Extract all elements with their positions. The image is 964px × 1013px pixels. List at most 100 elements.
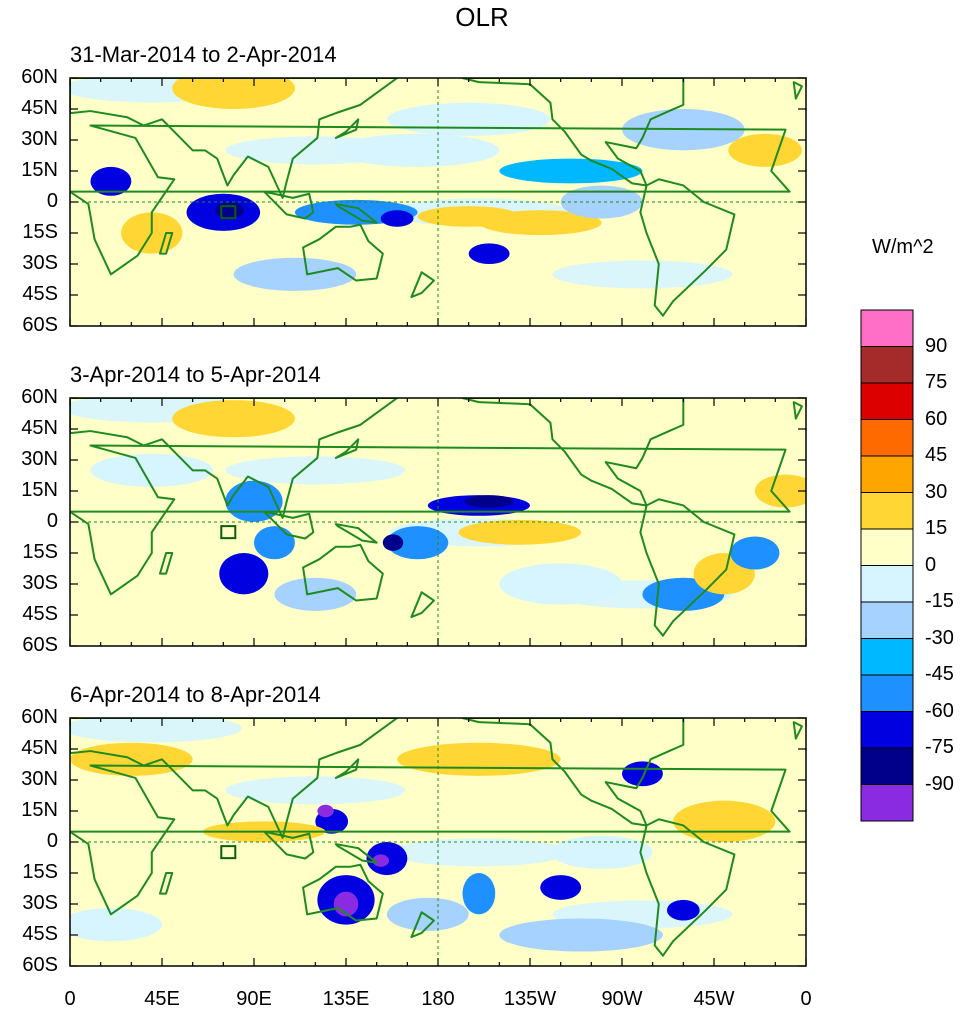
coastline (639, 498, 736, 637)
latitude-tick-label: 60S (22, 634, 58, 656)
anomaly-contour (172, 78, 295, 109)
anomaly-contour (215, 202, 244, 219)
colorbar-tick-label: -75 (925, 736, 954, 758)
colorbar-tick-label: 75 (925, 371, 948, 393)
latitude-tick-label: 0 (46, 190, 58, 212)
colorbar-tick-label: -15 (925, 590, 954, 612)
anomaly-contour (380, 210, 414, 227)
longitude-tick-label: 90E (236, 988, 272, 1010)
coastline (334, 843, 378, 864)
colorbar-swatch (860, 601, 914, 639)
map-panel-1 (69, 77, 807, 327)
coastline (334, 203, 378, 224)
panel-1-title: 31-Mar-2014 to 2-Apr-2014 (70, 42, 337, 67)
latitude-tick-label: 15S (22, 221, 58, 243)
anomaly-contour (335, 133, 500, 167)
index-region-box (220, 525, 237, 540)
anomaly-band (225, 776, 406, 805)
coastline (70, 398, 399, 519)
longitude-tick-label: 45E (144, 988, 180, 1010)
coastline (639, 178, 736, 317)
coastline (70, 444, 791, 596)
latitude-tick-label: 15S (22, 541, 58, 563)
index-region-box (220, 845, 237, 860)
anomaly-contour (172, 400, 295, 438)
colorbar-swatch (860, 309, 914, 347)
anomaly-contour (499, 918, 663, 952)
coastline (263, 510, 315, 540)
colorbar-tick-label: 60 (925, 407, 948, 430)
colorbar (860, 309, 914, 822)
anomaly-contour (90, 453, 214, 487)
coastline (302, 863, 384, 922)
coastline (792, 401, 803, 420)
coastline (792, 81, 803, 100)
panel-2-title: 3-Apr-2014 to 5-Apr-2014 (70, 362, 321, 387)
colorbar-tick-label: 45 (925, 444, 948, 466)
colorbar-tick-label: -60 (925, 699, 954, 722)
index-region-box (220, 205, 237, 220)
anomaly-band (307, 167, 488, 196)
colorbar-swatch (860, 674, 914, 712)
longitude-tick-label: 135E (322, 988, 370, 1010)
colorbar-tick-label: -30 (925, 626, 954, 649)
coastline (263, 830, 315, 860)
coastline (158, 232, 174, 255)
anomaly-contour (372, 854, 389, 867)
anomaly-band (470, 229, 651, 258)
latitude-tick-label: 60N (21, 706, 58, 728)
coastline (302, 543, 384, 602)
latitude-tick-label: 45N (21, 97, 58, 119)
panel-3-title: 6-Apr-2014 to 8-Apr-2014 (70, 682, 321, 707)
coastline (70, 78, 399, 199)
anomaly-contour (90, 166, 132, 196)
latitude-tick-label: 15N (21, 799, 58, 821)
latitude-tick-label: 45S (22, 283, 58, 305)
anomaly-contour (730, 536, 780, 570)
colorbar-swatch (860, 565, 914, 603)
coastline (334, 523, 378, 544)
colorbar-swatch (860, 419, 914, 457)
coastline (70, 764, 791, 916)
anomaly-contour (550, 835, 653, 869)
colorbar-swatch (860, 747, 914, 785)
anomaly-band (70, 718, 242, 743)
anomaly-contour (754, 474, 806, 508)
anomaly-contour (478, 210, 602, 236)
latitude-tick-label: 30S (22, 892, 58, 914)
coastline (70, 124, 791, 276)
anomaly-contour (382, 534, 404, 551)
coastline (334, 758, 360, 779)
anomaly-band (225, 456, 406, 485)
latitude-tick-label: 30N (21, 128, 58, 150)
coastline (70, 718, 399, 839)
latitude-tick-label: 30N (21, 768, 58, 790)
anomaly-contour (317, 804, 334, 818)
latitude-tick-label: 60S (22, 314, 58, 336)
latitude-tick-label: 30N (21, 448, 58, 470)
coastline (792, 721, 803, 740)
anomaly-contour (622, 761, 663, 787)
colorbar-swatch (860, 492, 914, 530)
latitude-tick-label: 0 (46, 830, 58, 852)
anomaly-contour (458, 519, 582, 545)
latitude-tick-label: 45S (22, 923, 58, 945)
anomaly-contour (540, 875, 582, 900)
anomaly-contour (397, 742, 561, 776)
colorbar-swatch (860, 455, 914, 493)
map-panel-3 (69, 717, 807, 967)
colorbar-tick-label: 30 (925, 480, 948, 503)
colorbar-unit-label: W/m^2 (872, 236, 934, 258)
longitude-tick-label: 45W (693, 988, 735, 1010)
anomaly-contour (632, 212, 735, 254)
coastline (334, 118, 360, 139)
latitude-tick-label: 45N (21, 737, 58, 759)
latitude-tick-label: 0 (46, 510, 58, 532)
colorbar-swatch (860, 346, 914, 384)
colorbar-swatch (860, 528, 914, 566)
anomaly-contour (254, 526, 295, 560)
coastline (410, 911, 435, 939)
anomaly-contour (499, 563, 622, 605)
anomaly-contour (233, 257, 357, 291)
latitude-tick-label: 45S (22, 603, 58, 625)
